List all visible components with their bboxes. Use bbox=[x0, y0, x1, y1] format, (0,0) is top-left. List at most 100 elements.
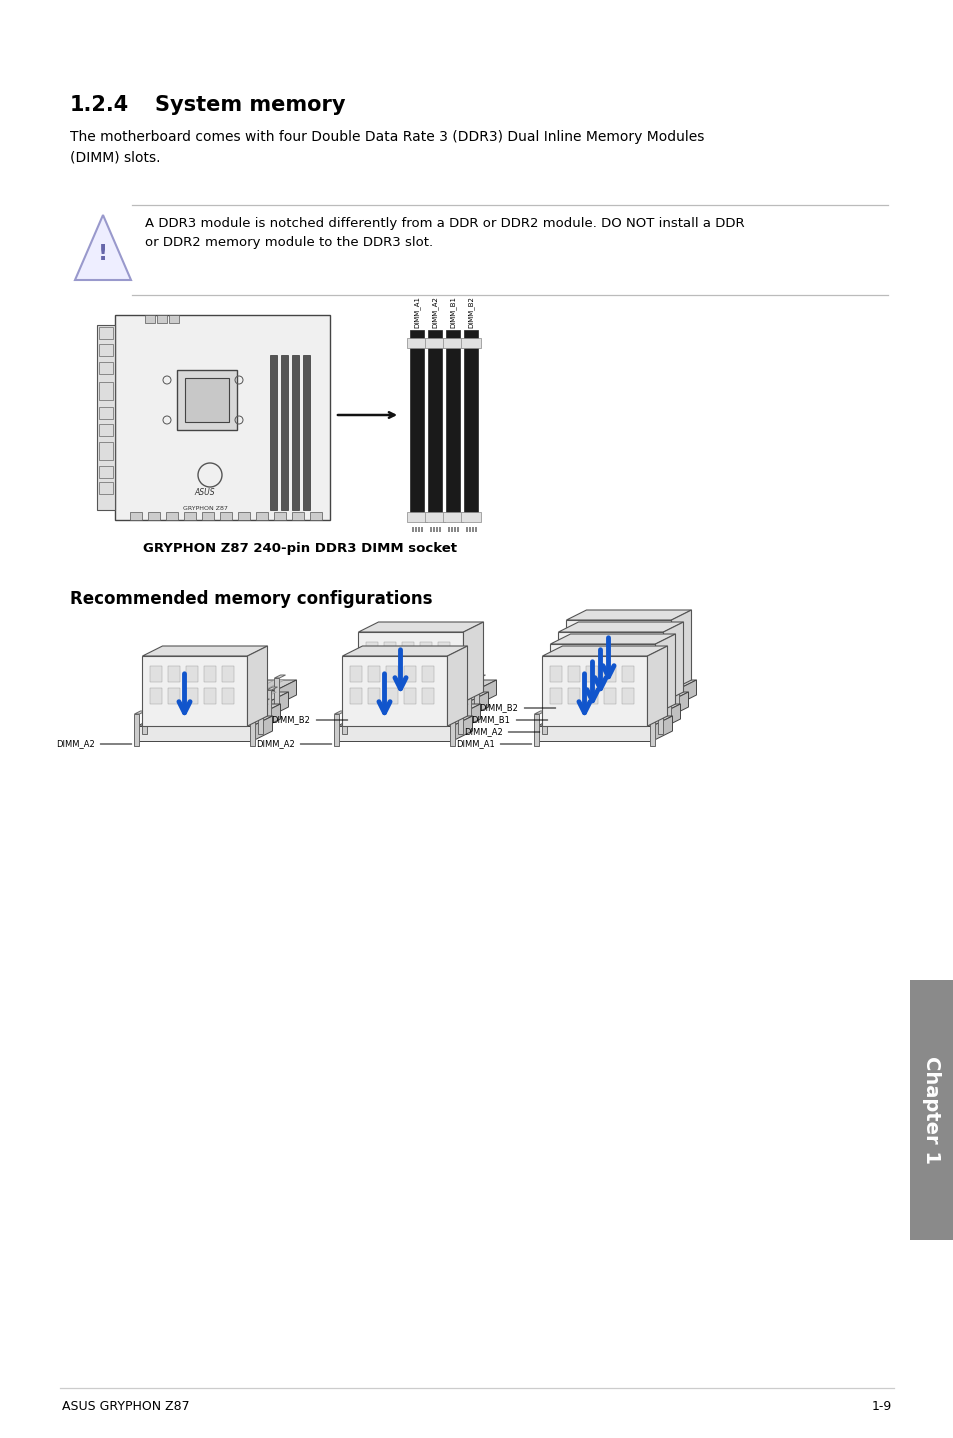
Polygon shape bbox=[134, 710, 146, 715]
Polygon shape bbox=[620, 705, 651, 715]
Polygon shape bbox=[395, 692, 425, 702]
Bar bbox=[584, 664, 596, 680]
Text: DIMM_A1: DIMM_A1 bbox=[456, 739, 494, 749]
Polygon shape bbox=[446, 692, 476, 702]
Polygon shape bbox=[460, 705, 480, 729]
Polygon shape bbox=[142, 699, 153, 702]
Bar bbox=[99, 466, 112, 477]
Text: DIMM_A2: DIMM_A2 bbox=[55, 739, 94, 749]
Polygon shape bbox=[345, 715, 460, 729]
Bar bbox=[366, 664, 378, 680]
Polygon shape bbox=[387, 705, 417, 715]
Polygon shape bbox=[276, 680, 296, 705]
Text: !: ! bbox=[98, 244, 108, 265]
Text: DIMM_B2: DIMM_B2 bbox=[272, 716, 310, 725]
Bar bbox=[574, 630, 586, 646]
Polygon shape bbox=[258, 699, 269, 702]
Polygon shape bbox=[558, 677, 563, 710]
Text: DIMM_B2: DIMM_B2 bbox=[479, 703, 518, 712]
Bar bbox=[384, 641, 396, 659]
Bar bbox=[99, 407, 112, 418]
Polygon shape bbox=[358, 674, 369, 677]
Bar bbox=[592, 630, 604, 646]
Polygon shape bbox=[335, 710, 345, 715]
Polygon shape bbox=[170, 680, 199, 690]
Polygon shape bbox=[186, 680, 216, 690]
Bar bbox=[99, 362, 112, 374]
Polygon shape bbox=[654, 680, 684, 690]
Bar bbox=[646, 630, 658, 646]
Bar bbox=[568, 687, 579, 705]
Polygon shape bbox=[458, 702, 463, 733]
Polygon shape bbox=[450, 715, 455, 746]
Polygon shape bbox=[596, 716, 626, 726]
Polygon shape bbox=[358, 623, 483, 631]
Bar bbox=[386, 666, 398, 682]
Polygon shape bbox=[161, 680, 296, 690]
Bar bbox=[550, 687, 562, 705]
Polygon shape bbox=[553, 702, 668, 718]
Polygon shape bbox=[603, 680, 633, 690]
Polygon shape bbox=[429, 692, 459, 702]
Polygon shape bbox=[274, 677, 279, 710]
Polygon shape bbox=[450, 710, 461, 715]
Text: Recommended memory configurations: Recommended memory configurations bbox=[70, 590, 432, 608]
Bar bbox=[638, 641, 650, 659]
Polygon shape bbox=[550, 690, 555, 722]
Polygon shape bbox=[161, 692, 192, 702]
Polygon shape bbox=[604, 705, 634, 715]
Bar bbox=[550, 666, 562, 682]
Polygon shape bbox=[668, 692, 688, 718]
Polygon shape bbox=[345, 705, 480, 715]
Bar bbox=[574, 651, 586, 669]
Polygon shape bbox=[237, 680, 267, 690]
Polygon shape bbox=[213, 716, 243, 726]
Polygon shape bbox=[247, 646, 267, 726]
Polygon shape bbox=[274, 674, 285, 677]
Polygon shape bbox=[650, 710, 660, 715]
Polygon shape bbox=[220, 680, 251, 690]
Text: The motherboard comes with four Double Data Rate 3 (DDR3) Dual Inline Memory Mod: The motherboard comes with four Double D… bbox=[70, 129, 703, 164]
Polygon shape bbox=[671, 610, 691, 690]
Polygon shape bbox=[542, 656, 647, 726]
Polygon shape bbox=[561, 690, 676, 705]
Polygon shape bbox=[142, 702, 148, 733]
Bar bbox=[438, 526, 440, 532]
Bar bbox=[460, 512, 480, 522]
Polygon shape bbox=[146, 705, 280, 715]
Polygon shape bbox=[542, 699, 553, 702]
Text: System memory: System memory bbox=[154, 95, 345, 115]
Polygon shape bbox=[171, 705, 200, 715]
Bar bbox=[222, 666, 234, 682]
Bar bbox=[420, 526, 422, 532]
Bar bbox=[303, 355, 310, 510]
Polygon shape bbox=[612, 692, 641, 702]
Polygon shape bbox=[221, 705, 252, 715]
Bar bbox=[576, 654, 588, 670]
Polygon shape bbox=[650, 715, 655, 746]
Bar bbox=[184, 512, 195, 521]
Bar bbox=[422, 666, 434, 682]
Polygon shape bbox=[370, 705, 400, 715]
Text: A DDR3 module is notched differently from a DDR or DDR2 module. DO NOT install a: A DDR3 module is notched differently fro… bbox=[145, 217, 744, 249]
Bar bbox=[456, 526, 458, 532]
Text: 1-9: 1-9 bbox=[871, 1401, 891, 1414]
Text: ASUS: ASUS bbox=[194, 487, 215, 498]
Polygon shape bbox=[254, 680, 284, 690]
Polygon shape bbox=[619, 680, 650, 690]
Bar bbox=[186, 666, 198, 682]
Polygon shape bbox=[561, 680, 696, 690]
Text: GRYPHON Z87 240-pin DDR3 DIMM socket: GRYPHON Z87 240-pin DDR3 DIMM socket bbox=[143, 542, 456, 555]
Polygon shape bbox=[158, 674, 170, 677]
Polygon shape bbox=[266, 687, 277, 690]
Bar bbox=[99, 344, 112, 357]
Polygon shape bbox=[638, 705, 668, 715]
Polygon shape bbox=[246, 692, 276, 702]
Bar bbox=[130, 512, 142, 521]
Polygon shape bbox=[251, 715, 255, 746]
Bar bbox=[99, 482, 112, 495]
Polygon shape bbox=[162, 716, 193, 726]
Bar bbox=[630, 654, 641, 670]
Bar bbox=[428, 329, 441, 521]
Polygon shape bbox=[630, 716, 659, 726]
